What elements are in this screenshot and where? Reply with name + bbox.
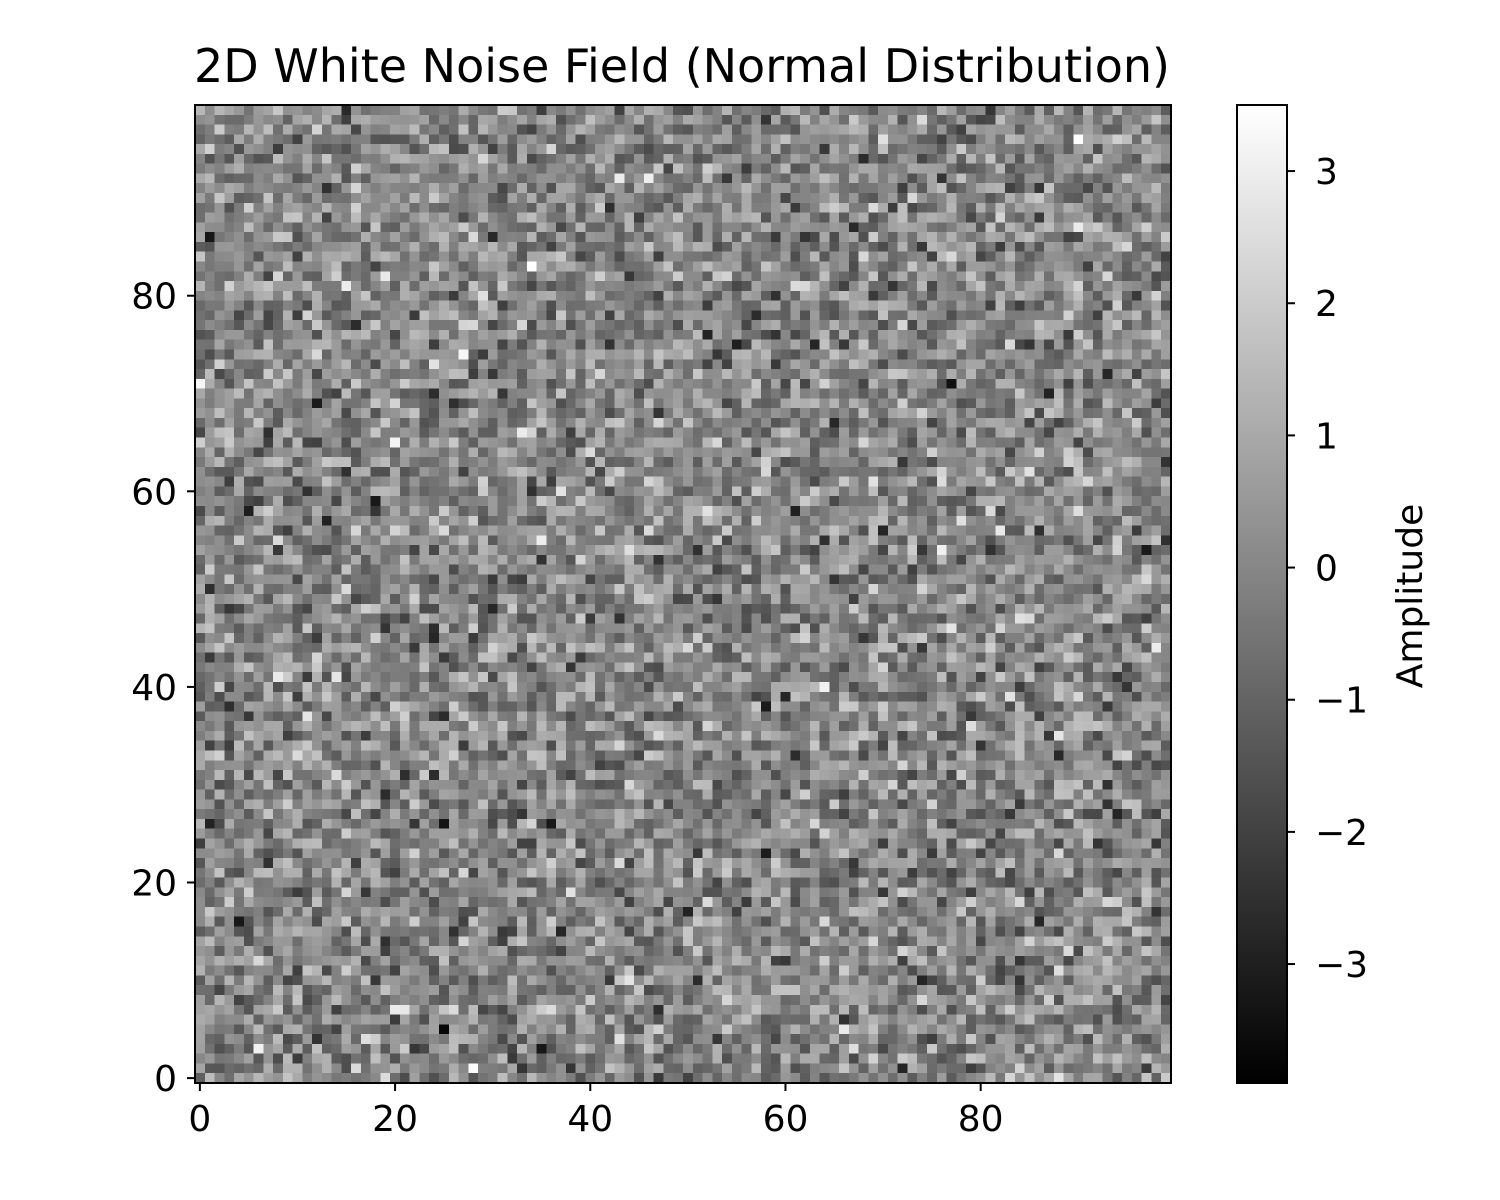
y-tick-label: 40 (131, 668, 177, 709)
x-tick-label: 40 (567, 1099, 613, 1140)
x-tick-label: 0 (188, 1099, 211, 1140)
colorbar: −3 −2 −1 0 1 2 3 (1236, 104, 1368, 1084)
y-tick-label: 80 (131, 277, 177, 318)
y-axis: 0 20 40 60 80 (131, 277, 195, 1100)
x-tick-label: 80 (958, 1099, 1004, 1140)
colorbar-tick-label: −1 (1315, 681, 1368, 722)
colorbar-tick-label: −2 (1315, 813, 1368, 854)
plot-frame (194, 104, 1172, 1084)
y-tick-label: 60 (131, 472, 177, 513)
colorbar-tick-label: 1 (1315, 416, 1338, 457)
colorbar-label: Amplitude (1390, 504, 1431, 688)
y-tick-label: 0 (154, 1059, 177, 1100)
x-axis: 0 20 40 60 80 (188, 1083, 1004, 1140)
plot-area (194, 104, 1172, 1084)
colorbar-tick-label: 3 (1315, 152, 1338, 193)
chart-title: 2D White Noise Field (Normal Distributio… (194, 39, 1170, 93)
x-tick-label: 20 (372, 1099, 418, 1140)
y-tick-label: 20 (131, 864, 177, 905)
colorbar-tick-label: −3 (1315, 945, 1368, 986)
colorbar-tick-label: 0 (1315, 549, 1338, 590)
noise-field-image (195, 105, 1171, 1083)
x-tick-label: 60 (763, 1099, 809, 1140)
colorbar-tick-label: 2 (1315, 284, 1338, 325)
colorbar-gradient (1236, 104, 1288, 1084)
